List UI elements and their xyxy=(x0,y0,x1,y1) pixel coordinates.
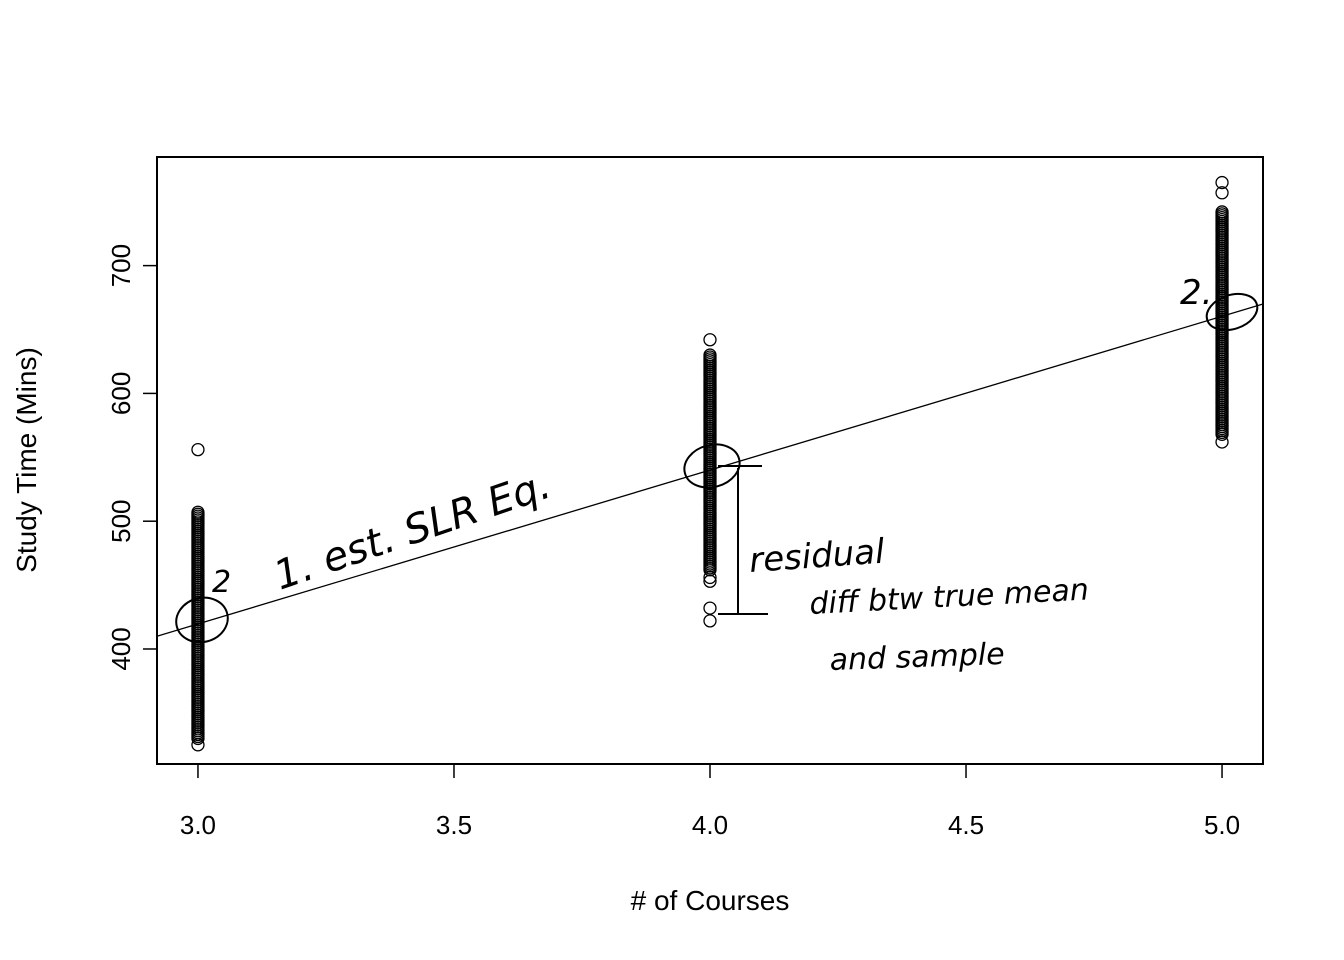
mean-circle-5 xyxy=(1205,292,1259,332)
annotation-diff: diff btw true mean xyxy=(809,572,1090,622)
data-point xyxy=(1215,186,1229,200)
data-point xyxy=(703,348,717,362)
annotation-eq: 1. est. SLR Eq. xyxy=(268,462,556,600)
annotation-mark-left: 2 xyxy=(212,565,231,600)
x-tick-label: 3.0 xyxy=(180,810,216,840)
y-axis: 400 500 600 700 xyxy=(106,244,157,671)
x-tick-label: 5.0 xyxy=(1204,810,1240,840)
mean-circle-3 xyxy=(175,596,229,644)
data-point xyxy=(1215,205,1229,219)
y-tick-label: 400 xyxy=(106,627,136,670)
x-axis-label: # of Courses xyxy=(631,885,790,916)
x-tick-label: 4.5 xyxy=(948,810,984,840)
annotation-residual: residual xyxy=(748,532,886,581)
data-point xyxy=(703,601,717,615)
y-tick-label: 700 xyxy=(106,244,136,287)
data-point xyxy=(703,333,717,347)
data-point xyxy=(191,738,205,752)
x-tick-label: 3.5 xyxy=(436,810,472,840)
data-point xyxy=(703,574,717,588)
data-point xyxy=(1215,175,1229,190)
data-point xyxy=(703,570,717,585)
data-point xyxy=(1215,435,1229,449)
annotation-mark-right: 2. xyxy=(1180,273,1212,313)
data-point xyxy=(191,505,205,519)
data-point xyxy=(191,442,205,457)
y-tick-label: 500 xyxy=(106,500,136,543)
data-points xyxy=(191,175,1229,752)
handwritten-annotations xyxy=(175,292,1259,644)
y-axis-label: Study Time (Mins) xyxy=(11,347,42,573)
x-tick-label: 4.0 xyxy=(692,810,728,840)
regression-line xyxy=(156,303,1264,637)
mean-circle-4 xyxy=(683,443,741,489)
y-tick-label: 600 xyxy=(106,372,136,415)
residual-bracket xyxy=(718,465,768,615)
data-point xyxy=(703,614,717,628)
annotation-and-sample: and sample xyxy=(829,637,1005,678)
x-axis: 3.0 3.5 4.0 4.5 5.0 xyxy=(180,764,1240,840)
